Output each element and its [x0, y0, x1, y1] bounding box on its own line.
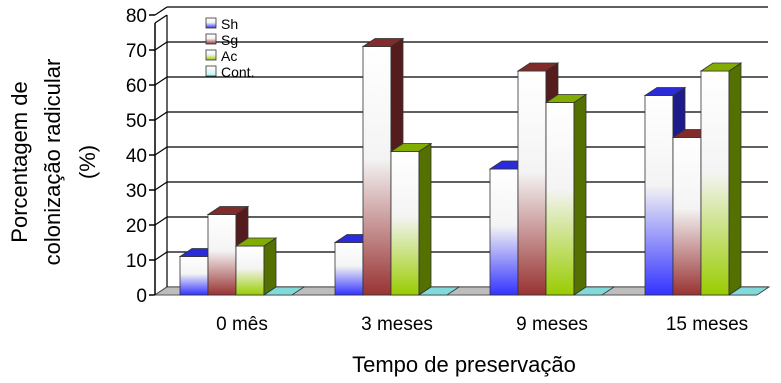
- bar-front: [517, 70, 547, 296]
- bar-front: [362, 46, 392, 296]
- x-axis-title: Tempo de preservação: [352, 352, 576, 377]
- axes: [154, 14, 168, 295]
- x-tick-labels: 0 mês 3 meses 9 meses 15 meses: [216, 314, 748, 335]
- bar-top: [516, 62, 560, 72]
- gridline-depth: [154, 216, 168, 226]
- bar-ac-3: [699, 62, 743, 296]
- bar-front: [390, 151, 420, 296]
- bar-front: [334, 242, 364, 296]
- gridline-depth: [154, 251, 168, 261]
- bar-ac-1: [389, 142, 433, 296]
- gridline-depth: [154, 41, 168, 51]
- bar-front: [700, 70, 730, 296]
- y-tick-labels: 0 10 20 30 40 50 60 70 80: [126, 6, 147, 307]
- y-tick-label: 0: [136, 286, 147, 307]
- legend-item: Sh: [205, 16, 238, 32]
- bar-front: [235, 245, 265, 296]
- bar-ac-2: [544, 93, 588, 296]
- legend-label: Ac: [221, 48, 237, 64]
- x-tick-label: 3 meses: [361, 314, 433, 335]
- gridline-depth: [154, 146, 168, 156]
- back-wall-face: [167, 15, 768, 287]
- bar-cont-1: [417, 286, 461, 296]
- bar-side: [573, 93, 587, 296]
- y-tick-label: 60: [126, 76, 147, 97]
- bar-cont-2: [572, 286, 616, 296]
- y-axis-title: Porcentagem de colonização radicular (%): [7, 59, 100, 266]
- plot-back-wall: [167, 15, 768, 287]
- y-tick-label: 30: [126, 181, 147, 202]
- y-tick-label: 70: [126, 41, 147, 62]
- gridline-depth: [154, 181, 168, 191]
- bar-top: [206, 206, 250, 215]
- bar-top: [544, 94, 588, 103]
- gridline-depth: [154, 76, 168, 86]
- bar-side: [263, 237, 277, 296]
- bar-front: [672, 137, 702, 296]
- y-axis-title-line-1: Porcentagem de: [7, 81, 32, 242]
- bar-top: [417, 286, 461, 296]
- bar-top: [572, 286, 616, 296]
- bar-front: [644, 95, 674, 296]
- legend-swatch: [205, 49, 217, 61]
- legend-swatch: [205, 33, 217, 45]
- y-axis-title-line-2: colonização radicular: [40, 59, 65, 266]
- legend-item: Cont.: [205, 64, 254, 80]
- bar-top: [234, 237, 278, 247]
- legend-label: Sg: [221, 32, 238, 48]
- bar-top: [643, 87, 687, 96]
- legend-item: Sg: [205, 32, 238, 48]
- y-tick-label: 10: [126, 251, 147, 272]
- legend-label: Sh: [221, 16, 238, 32]
- bar-front: [179, 256, 209, 296]
- x-tick-label: 9 meses: [516, 314, 588, 335]
- bar-top: [389, 143, 433, 152]
- gridline-depth: [154, 6, 168, 16]
- y-tick-label: 50: [126, 111, 147, 132]
- bars: [178, 37, 771, 296]
- bar-top: [699, 62, 743, 72]
- x-tick-label: 15 meses: [666, 314, 748, 335]
- legend-label: Cont.: [221, 64, 254, 80]
- bar-side: [728, 62, 742, 296]
- y-axis-depth: [154, 14, 168, 24]
- bar-cont-3: [727, 286, 771, 296]
- legend-swatch: [205, 17, 217, 29]
- bar-top: [361, 38, 405, 47]
- y-axis-title-line-3: (%): [75, 145, 100, 179]
- bar-front: [207, 214, 237, 296]
- bar-top: [727, 286, 771, 296]
- y-tick-label: 20: [126, 216, 147, 237]
- bar-ac-0: [234, 237, 278, 296]
- x-tick-label: 0 mês: [216, 314, 268, 335]
- legend-swatch: [205, 65, 217, 77]
- bar-cont-0: [262, 286, 306, 296]
- bar-front: [489, 168, 519, 296]
- legend-item: Ac: [205, 48, 237, 64]
- gridline-depth: [154, 111, 168, 121]
- bar-side: [418, 142, 432, 296]
- y-tick-label: 80: [126, 6, 147, 27]
- y-tick-label: 40: [126, 146, 147, 167]
- bar-top: [262, 286, 306, 296]
- bar-front: [545, 102, 575, 296]
